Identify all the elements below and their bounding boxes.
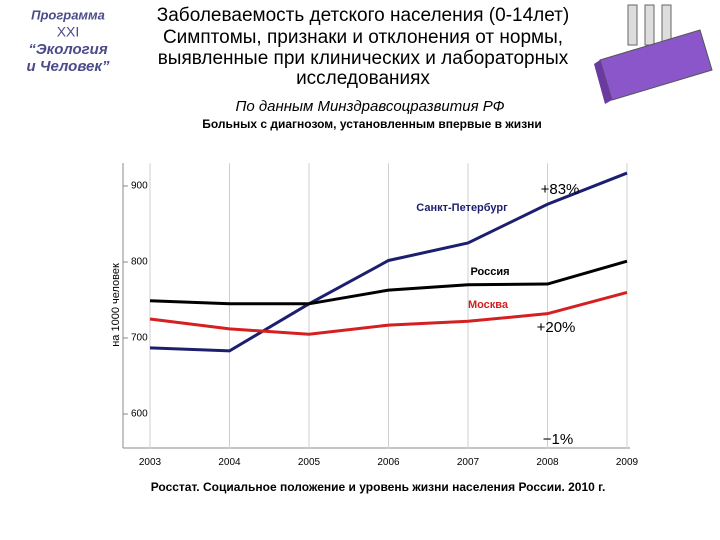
y-tick-label: 900 — [131, 181, 148, 192]
series-label: Россия — [470, 266, 509, 278]
y-axis-label: на 1000 человек — [110, 263, 122, 347]
y-tick-label: 800 — [131, 257, 148, 268]
series-label: Москва — [468, 299, 509, 311]
x-tick-label: 2005 — [298, 457, 321, 468]
chart-title: Больных с диагнозом, установленным вперв… — [202, 117, 542, 131]
logo-line: и Человек” — [27, 58, 110, 75]
x-tick-label: 2006 — [377, 457, 400, 468]
title-line: Симптомы, признаки и отклонения от нормы… — [163, 27, 563, 48]
y-tick-label: 700 — [131, 333, 148, 344]
series-line — [149, 259, 628, 306]
logo: Программа XXI “Экология и Человек” — [27, 7, 110, 75]
logo-line: Программа — [31, 7, 105, 22]
x-tick-label: 2003 — [139, 457, 162, 468]
x-tick-label: 2008 — [536, 457, 559, 468]
x-tick-label: 2009 — [616, 457, 639, 468]
title-line: Заболеваемость детского населения (0-14л… — [157, 5, 569, 26]
title-line: исследованиях — [296, 68, 430, 89]
annotation: +20% — [537, 319, 576, 336]
series-line — [149, 290, 628, 336]
annotation: +83% — [541, 181, 580, 198]
logo-line: XXI — [57, 24, 80, 40]
subtitle: По данным Минздравсоцразвития РФ — [235, 98, 504, 115]
factory-icon — [594, 4, 713, 104]
logo-line: “Экология — [28, 41, 108, 58]
x-tick-label: 2004 — [218, 457, 241, 468]
x-tick-label: 2007 — [457, 457, 480, 468]
series-label: Санкт-Петербург — [416, 202, 508, 214]
annotation: −1% — [543, 431, 573, 448]
title: Заболеваемость детского населения (0-14л… — [157, 5, 569, 89]
title-line: выявленные при клинических и лабораторны… — [158, 48, 569, 69]
y-tick-label: 600 — [131, 409, 148, 420]
source: Росстат. Социальное положение и уровень … — [151, 480, 606, 494]
series-line — [149, 171, 628, 353]
